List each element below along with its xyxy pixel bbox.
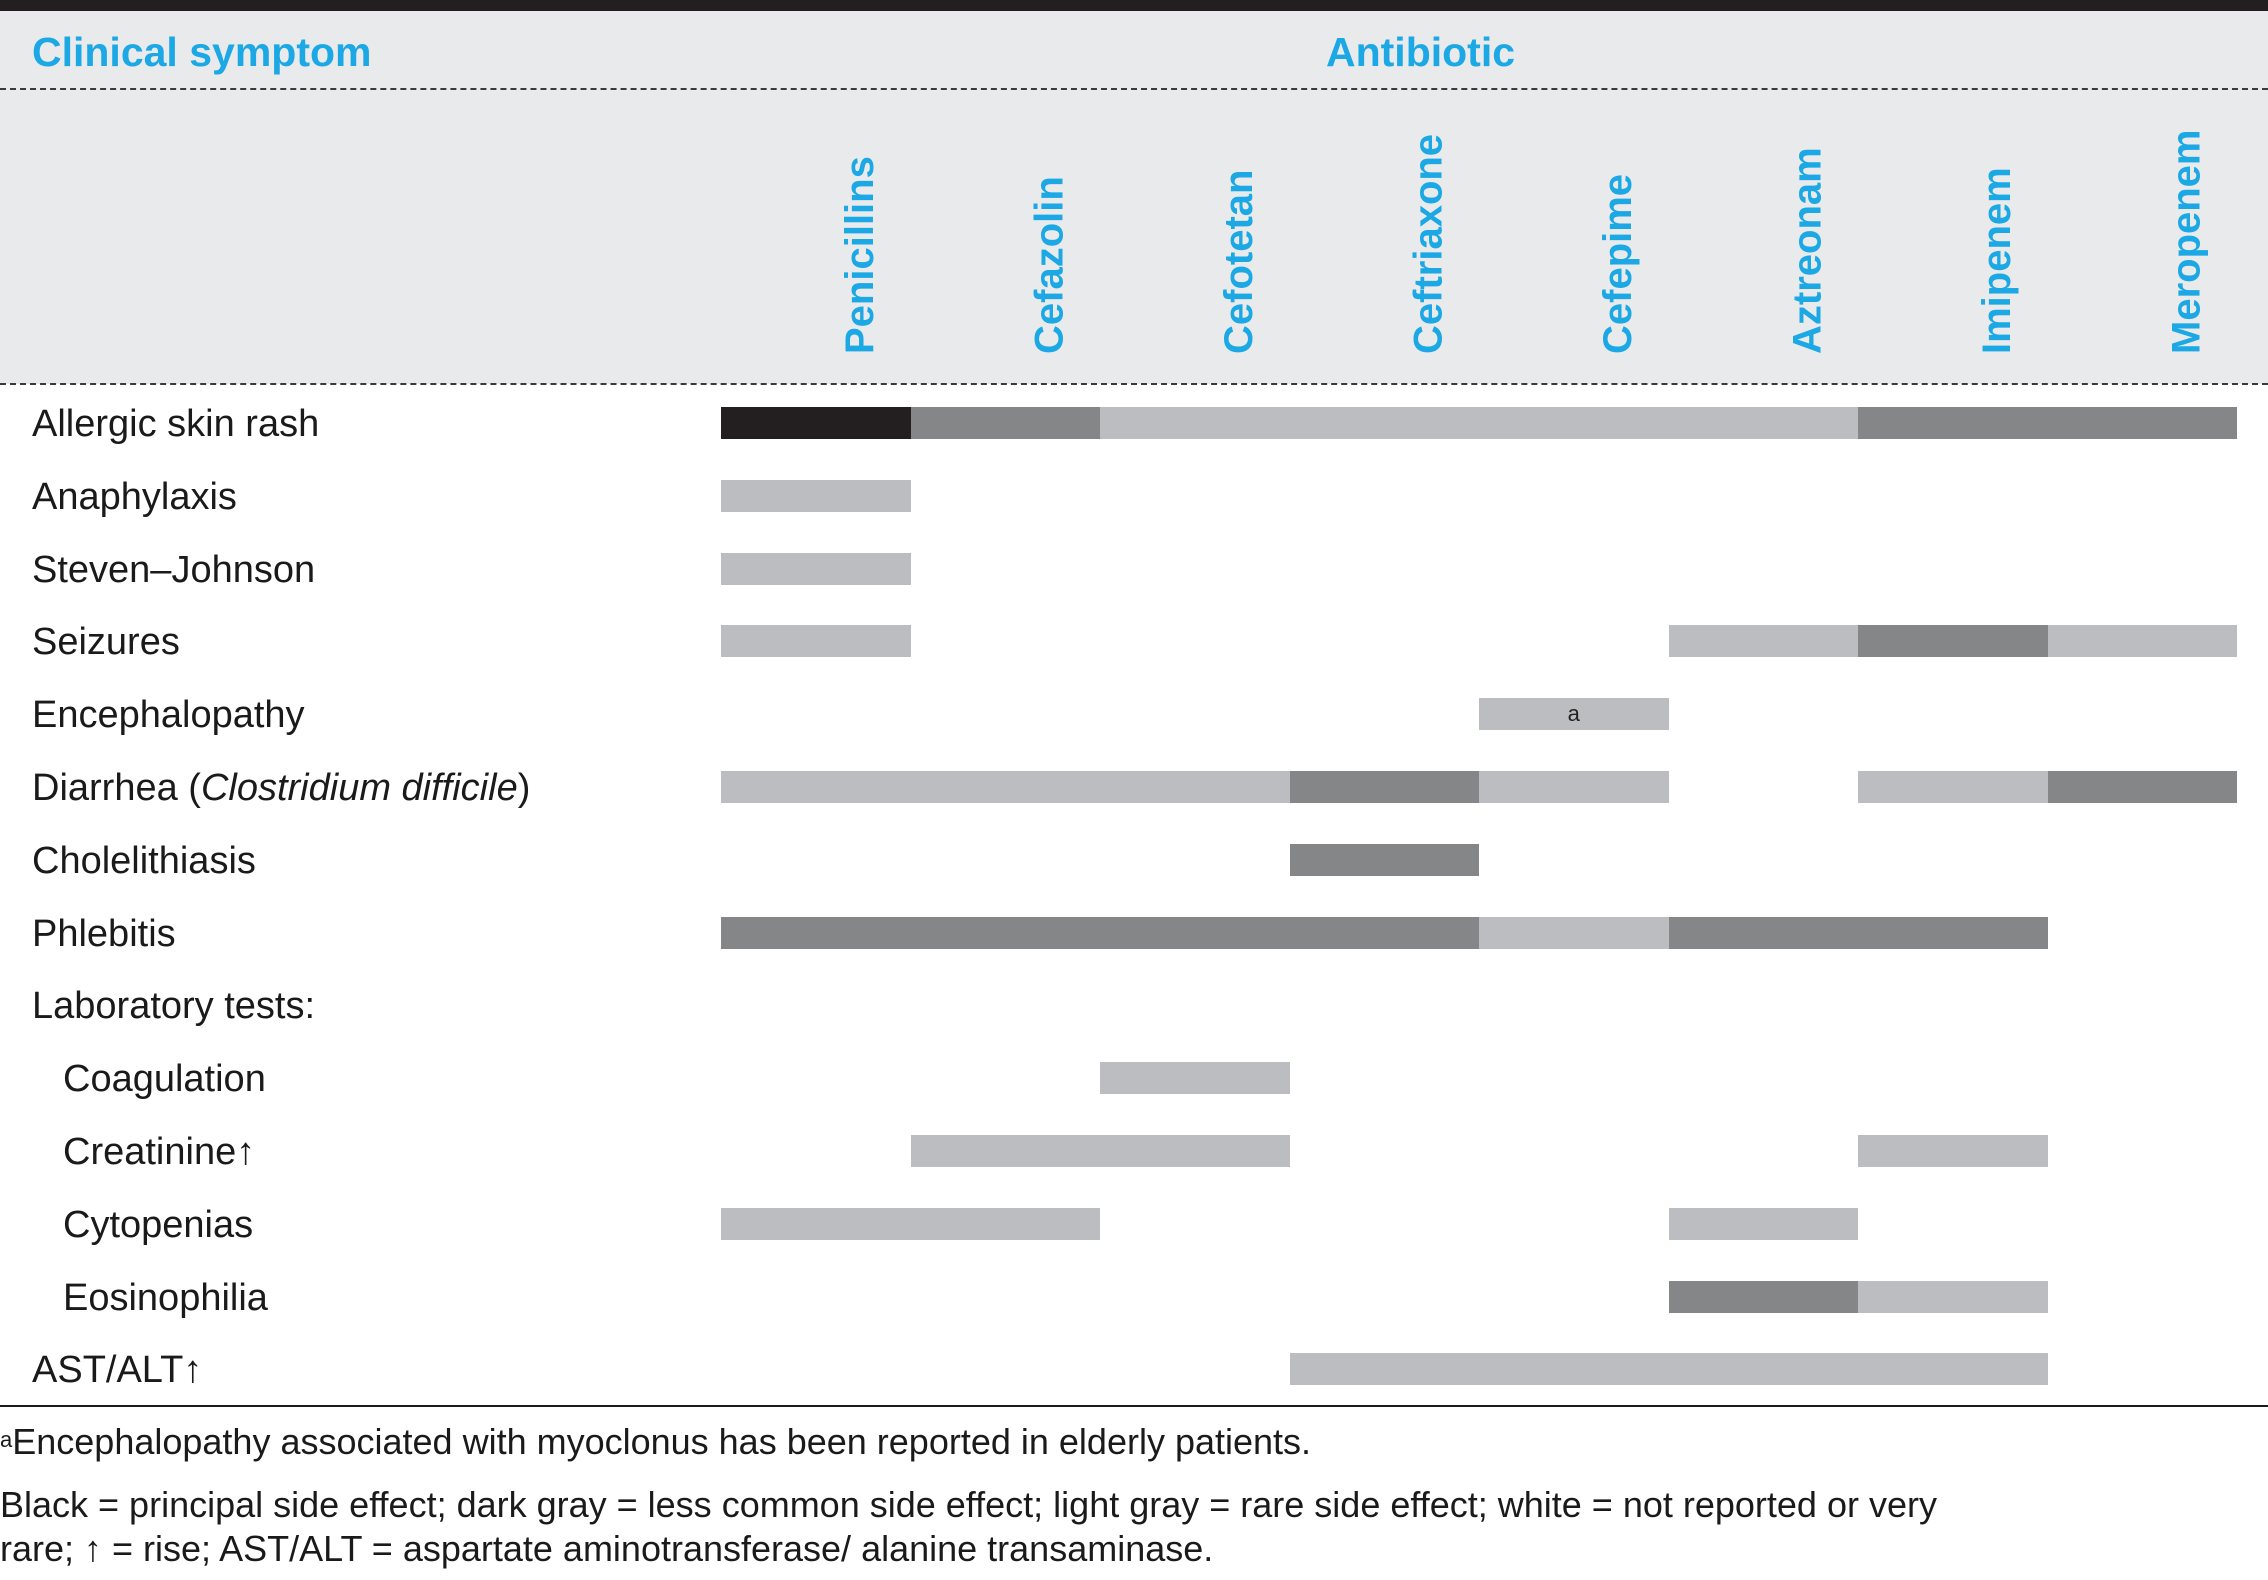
side-effect-bar [721,625,911,658]
side-effect-bar [1479,916,1669,949]
row-label-text: Cytopenias [63,1203,254,1246]
row-label-text: Phlebitis [32,912,176,955]
side-effect-bar [1668,1280,1858,1313]
row-label-text: Coagulation [63,1058,266,1101]
row-label: Coagulation [63,1060,266,1098]
row-label: Encephalopathy [32,696,305,734]
side-effect-bar [1858,1280,2048,1313]
side-effect-bar [721,407,911,439]
side-effect-bar [2047,625,2237,658]
side-effect-bar [721,479,911,512]
header-divider [0,88,2268,90]
side-effect-bar [1100,1062,1290,1095]
row-label-italic: Clostridium difficile [200,767,518,809]
footnote-a-text: Encephalopathy associated with myoclonus… [12,1421,1312,1462]
clinical-symptom-heading: Clinical symptom [32,29,372,75]
side-effect-bar [721,916,1479,949]
row-label: Steven–Johnson [32,551,315,589]
row-label-text: Cholelithiasis [32,839,256,882]
side-effect-bar [1858,625,2048,658]
side-effect-bar [1100,407,1858,439]
header-bottom-divider [0,383,2268,385]
side-effect-bar [1668,916,2048,949]
table-bottom-rule [0,1405,2268,1407]
side-effect-bar [2047,771,2237,803]
row-label: Cholelithiasis [32,842,256,880]
row-label-text: Seizures [32,621,180,664]
row-label-text: Laboratory tests: [32,985,316,1028]
row-label-text: Encephalopathy [32,694,305,737]
side-effect-bar [910,1135,1290,1167]
row-label: Creatinine↑ [63,1133,255,1171]
row-label: Diarrhea (Clostridium difficile) [32,769,530,807]
side-effect-bar [1858,1135,2048,1167]
side-effect-bar [1858,407,2237,439]
side-effect-bar [721,1207,1100,1240]
footnote-marker: a [0,1427,13,1452]
row-label: Anaphylaxis [32,478,237,516]
row-label: Phlebitis [32,915,176,953]
row-label-text: AST/ALT↑ [32,1349,203,1392]
side-effect-bar [1289,1353,2048,1386]
side-effect-bar [721,771,1290,803]
row-label-text: Anaphylaxis [32,475,237,518]
row-label-suffix: ) [517,767,531,809]
row-label-text: Steven–Johnson [32,548,316,591]
row-label: Cytopenias [63,1206,253,1244]
footnote-mark: a [1567,701,1580,727]
legend-line-2: rare; ↑ = rise; AST/ALT = aspartate amin… [0,1528,1214,1569]
legend-line-1: Black = principal side effect; dark gray… [0,1484,1937,1525]
row-label: Laboratory tests: [32,987,315,1025]
row-label: Allergic skin rash [32,405,319,443]
side-effect-bar [1479,771,1669,803]
row-label-text: Diarrhea ( [32,767,201,809]
antibiotic-heading: Antibiotic [1326,29,1516,75]
side-effect-bar [1668,1207,1858,1240]
row-label: Eosinophilia [63,1279,268,1317]
side-effect-bar [1858,771,2048,803]
top-rule [0,0,2268,11]
side-effect-bar [1289,771,1479,803]
table-header-band [0,11,2268,384]
row-label-text: Eosinophilia [63,1276,268,1319]
row-label: AST/ALT↑ [32,1351,202,1389]
side-effect-bar [910,407,1100,439]
side-effect-bar [1668,625,1858,658]
footnote-a: aEncephalopathy associated with myoclonu… [0,1420,2268,1464]
side-effect-bar [721,552,911,585]
side-effect-bar: a [1479,698,1669,731]
row-label-text: Allergic skin rash [32,403,320,445]
side-effect-bar [1289,843,1479,876]
row-label: Seizures [32,623,180,661]
row-label-text: Creatinine↑ [63,1131,256,1173]
